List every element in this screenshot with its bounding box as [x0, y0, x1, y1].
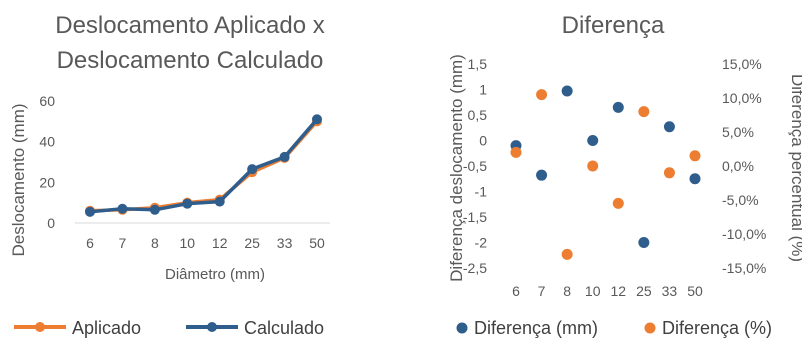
left-y-axis-label: Deslocamento (mm) — [9, 103, 28, 256]
left-x-tick-50: 50 — [309, 235, 325, 251]
point-diferen-a-mm-50 — [689, 173, 701, 185]
right-y-tick-1-5: 1,5 — [468, 56, 488, 72]
right-y2-tick-15-0: -15,0% — [722, 260, 766, 276]
left-y-tick-40: 40 — [39, 134, 55, 150]
right-legend: Diferença (mm) Diferença (%) — [456, 318, 772, 338]
right-y-tick-2-5: -2,5 — [463, 260, 487, 276]
left-x-tick-12: 12 — [212, 235, 228, 251]
legend-marker-diferenca-pct — [644, 322, 656, 334]
point-calculado-25 — [247, 164, 258, 175]
left-y-tick-labels: 0 20 40 60 — [39, 93, 55, 231]
point-calculado-8 — [149, 204, 160, 215]
right-left-y-axis-label: Diferença deslocamento (mm) — [447, 54, 466, 282]
right-y-tick-0-5: -0,5 — [463, 158, 487, 174]
right-x-tick-labels: 6 7 8 10 12 25 33 50 — [512, 283, 703, 299]
left-chart: Deslocamento Aplicado x Deslocamento Cal… — [9, 12, 330, 338]
left-chart-title-line-2: Deslocamento Calculado — [57, 47, 324, 74]
right-y2-tick-10-0: 10,0% — [722, 90, 762, 106]
left-chart-title-line-1: Deslocamento Aplicado x — [55, 12, 324, 39]
legend-label-diferenca-pct: Diferença (%) — [662, 318, 772, 338]
right-x-tick-8: 8 — [563, 283, 571, 299]
right-y-tick-1: -1 — [475, 184, 488, 200]
left-x-tick-7: 7 — [119, 235, 127, 251]
legend-label-calculado: Calculado — [244, 318, 324, 338]
right-x-tick-7: 7 — [538, 283, 546, 299]
point-diferen-a-33 — [663, 167, 675, 179]
right-y-tick-0: 0 — [479, 133, 487, 149]
left-y-tick-60: 60 — [39, 93, 55, 109]
point-diferen-a-mm-10 — [587, 135, 599, 146]
point-diferen-a-25 — [638, 106, 650, 118]
right-x-tick-50: 50 — [687, 283, 703, 299]
point-diferen-a-12 — [612, 197, 624, 209]
right-y2-tick-5-0: 5,0% — [722, 124, 754, 140]
point-diferen-a-6 — [510, 146, 522, 158]
point-diferen-a-mm-12 — [612, 101, 624, 113]
series-line-aplicado — [89, 120, 319, 213]
right-y-tick-1: 1 — [479, 82, 487, 98]
right-y2-tick-5-0: -5,0% — [722, 192, 759, 208]
legend-label-diferenca-mm: Diferença (mm) — [474, 318, 598, 338]
point-calculado-50 — [312, 114, 322, 125]
point-diferen-a-10 — [587, 160, 599, 172]
right-y-tick-2: -2 — [475, 235, 488, 251]
legend-marker-aplicado — [35, 322, 45, 332]
right-series-group — [510, 85, 701, 260]
legend-marker-calculado — [207, 322, 217, 332]
right-y2-tick-15-0: 15,0% — [722, 56, 762, 72]
right-x-tick-10: 10 — [585, 283, 601, 299]
point-diferen-a-mm-33 — [663, 121, 675, 133]
left-x-axis-label: Diâmetro (mm) — [165, 266, 265, 283]
point-diferen-a-7 — [536, 89, 548, 101]
point-diferen-a-50 — [689, 150, 701, 162]
point-calculado-7 — [117, 203, 128, 214]
legend-label-aplicado: Aplicado — [72, 318, 141, 338]
point-calculado-6 — [85, 206, 95, 217]
right-right-y-tick-labels: 15,0% 10,0% 5,0% 0,0% -5,0% -10,0% -15,0% — [722, 56, 766, 276]
right-chart-title: Diferença — [562, 12, 665, 39]
right-right-y-axis-label: Diferença percentual (%) — [788, 74, 802, 262]
point-calculado-10 — [182, 198, 193, 209]
left-x-tick-8: 8 — [151, 235, 159, 251]
left-x-tick-labels: 6 7 8 10 12 25 33 50 — [86, 235, 325, 251]
right-y2-tick-0-0: 0,0% — [722, 158, 754, 174]
point-calculado-12 — [214, 196, 225, 207]
right-x-tick-6: 6 — [512, 283, 520, 299]
left-series-group — [85, 114, 322, 217]
point-diferen-a-mm-7 — [536, 169, 548, 181]
left-y-tick-20: 20 — [39, 174, 55, 190]
right-x-tick-25: 25 — [636, 283, 652, 299]
point-diferen-a-mm-8 — [561, 85, 573, 97]
right-x-tick-33: 33 — [662, 283, 678, 299]
left-x-tick-10: 10 — [179, 235, 195, 251]
point-diferen-a-8 — [561, 248, 573, 260]
right-chart: Diferença 1,5 1 0,5 0 -0,5 -1 -1,5 -2 -2,5 15,0%… — [447, 12, 802, 338]
right-y-tick-1-5: -1,5 — [463, 209, 487, 225]
left-x-tick-33: 33 — [277, 235, 293, 251]
point-diferen-a-mm-25 — [638, 237, 650, 248]
series-line-calculado — [89, 118, 319, 214]
left-x-tick-25: 25 — [244, 235, 260, 251]
left-x-tick-6: 6 — [86, 235, 94, 251]
left-legend: Aplicado Calculado — [14, 318, 324, 338]
legend-marker-diferenca-mm — [456, 322, 468, 334]
right-y-tick-0-5: 0,5 — [468, 107, 488, 123]
right-y2-tick-10-0: -10,0% — [722, 226, 766, 242]
right-x-tick-12: 12 — [610, 283, 626, 299]
left-y-tick-0: 0 — [47, 215, 55, 231]
point-calculado-33 — [279, 151, 290, 162]
right-left-y-tick-labels: 1,5 1 0,5 0 -0,5 -1 -1,5 -2 -2,5 — [463, 56, 487, 276]
